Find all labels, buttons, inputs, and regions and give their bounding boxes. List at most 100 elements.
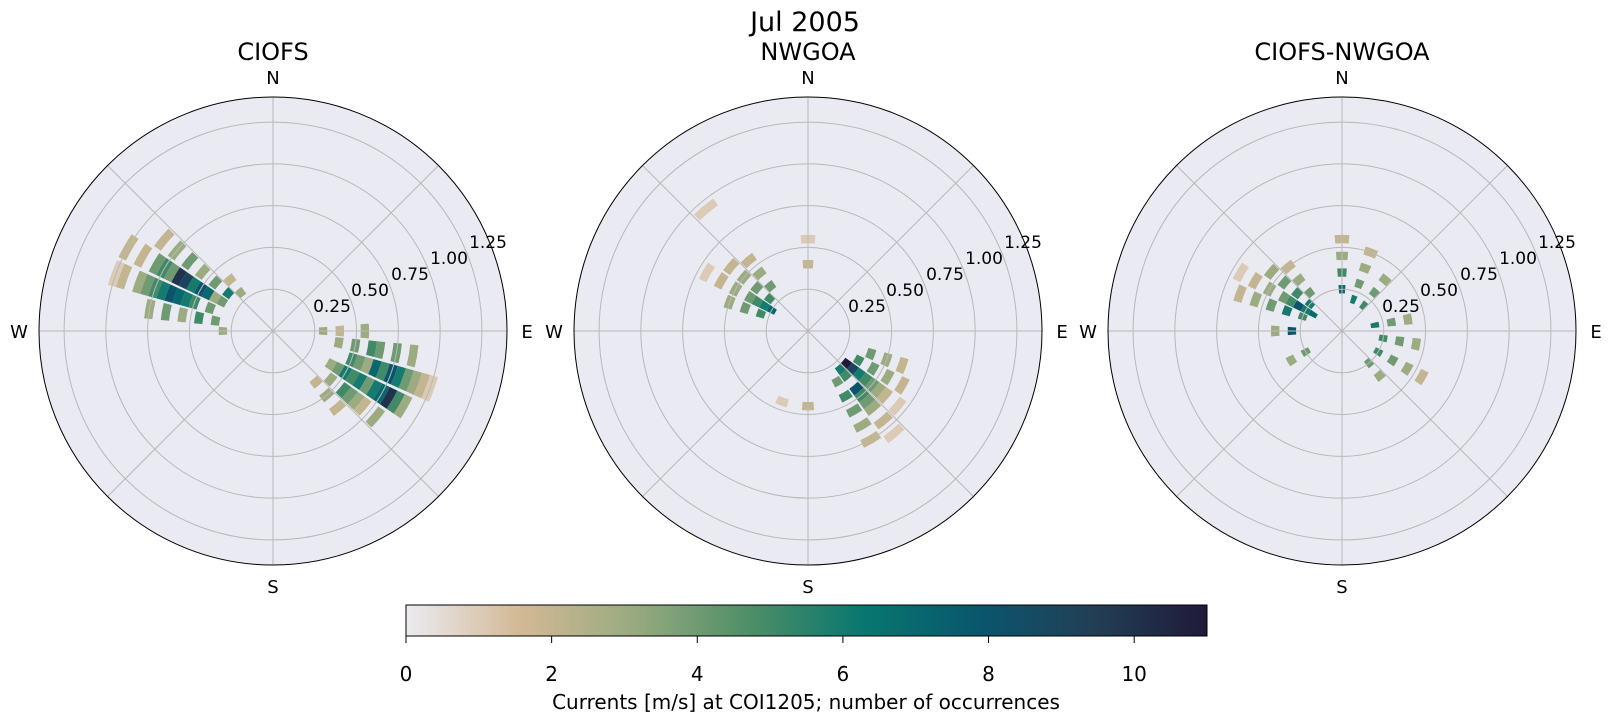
bin-cell [849, 381, 864, 396]
cardinal-s: S [802, 577, 813, 598]
bin-cell [763, 292, 776, 305]
bin-cell [132, 270, 148, 294]
colorbar-tick-label: 10 [1121, 662, 1146, 686]
angular-gridline [1341, 165, 1508, 332]
radial-tick-label: 1.00 [430, 249, 468, 269]
bin-cell [1291, 287, 1304, 300]
bin-cell [164, 284, 178, 303]
bin-cell [1378, 273, 1392, 287]
bin-cell [116, 263, 133, 290]
bin-cell [1277, 290, 1291, 304]
cardinal-w: W [10, 322, 28, 343]
bin-cell [852, 367, 866, 381]
polar-outline [1107, 96, 1577, 566]
bin-cell [379, 386, 398, 409]
bin-cell [178, 271, 194, 290]
bin-cell [352, 354, 366, 371]
cardinal-e: E [1056, 322, 1067, 343]
bin-cell [328, 399, 347, 416]
colorbar-tick-label: 2 [545, 662, 558, 686]
angular-gridline [1341, 330, 1508, 497]
bin-cell [838, 389, 853, 403]
bin-cell [368, 359, 382, 378]
figure-title: Jul 2005 [748, 7, 860, 38]
bin-cell [172, 287, 186, 306]
bin-cell [1386, 317, 1397, 327]
bin-cell [360, 356, 374, 375]
colorbar-label: Currents [m/s] at COI1205; number of occ… [552, 690, 1060, 714]
bin-cell [365, 406, 386, 428]
bin-cell [386, 390, 405, 414]
polar-bins [693, 198, 910, 448]
bin-cell [181, 252, 199, 271]
bin-cell [1354, 278, 1365, 290]
colorbar [405, 604, 1208, 637]
bin-cell [406, 370, 422, 395]
bin-cell [866, 361, 880, 376]
bin-cell [140, 274, 156, 297]
bin-cell [713, 271, 729, 290]
bin-cell [1358, 262, 1372, 274]
bin-cell [834, 363, 847, 376]
polar-grid [574, 97, 1042, 565]
bin-cell [894, 376, 910, 395]
bin-cell [888, 396, 907, 416]
bin-cell [234, 286, 247, 299]
bin-cell [1249, 291, 1263, 308]
bin-cell [1414, 368, 1429, 386]
cardinal-e: E [1590, 322, 1601, 343]
radial-tick-label: 1.00 [965, 249, 1003, 269]
bin-cell [345, 368, 360, 386]
bin-cell [1292, 273, 1306, 287]
cardinal-n: N [1335, 68, 1348, 89]
panel-ciofs: CIOFS N E S W 0.25 0.50 0.75 1.00 1.25 [10, 38, 533, 598]
angular-gridline [642, 165, 809, 332]
bin-cell [309, 375, 323, 389]
bin-cell [333, 337, 344, 349]
bin-cell [156, 280, 171, 301]
bin-cell [764, 280, 777, 293]
bin-cell [876, 386, 893, 405]
bin-cell [1308, 309, 1318, 319]
bin-cell [324, 358, 338, 372]
bin-cell [154, 228, 175, 251]
bin-cell [845, 403, 863, 418]
bin-cell [859, 393, 876, 410]
bin-cell [743, 290, 757, 304]
bin-cell [1402, 313, 1413, 325]
bin-cell [840, 357, 853, 370]
radial-tick-label: 1.25 [1538, 233, 1576, 253]
bin-cell [880, 368, 895, 386]
angular-gridline [642, 330, 809, 497]
polar-grid [1108, 97, 1576, 565]
bin-cell [858, 372, 873, 387]
bin-cell [353, 396, 372, 416]
bin-cell [352, 372, 368, 391]
bin-cell [1400, 361, 1414, 376]
bin-cell [201, 286, 215, 301]
bin-cell [194, 263, 211, 280]
bin-cell [1359, 300, 1369, 311]
bin-cell [883, 423, 905, 444]
bin-cell [398, 368, 414, 392]
bin-cell [335, 382, 352, 399]
bin-cell [1263, 263, 1280, 280]
radial-tick-label: 0.75 [1460, 265, 1498, 285]
bin-cell [359, 376, 375, 395]
bin-cell [839, 369, 852, 382]
bin-cell [751, 295, 764, 308]
bin-cell [1247, 271, 1263, 290]
bin-cell [755, 308, 767, 319]
radial-tick-label: 1.25 [1004, 233, 1042, 253]
radial-tick-label: 0.50 [886, 281, 924, 301]
bin-cell [1285, 295, 1298, 308]
bin-cell [406, 344, 419, 368]
radial-tick-label: 0.25 [1382, 297, 1420, 317]
bin-cell [1410, 337, 1422, 351]
bin-cell [1373, 369, 1386, 382]
cardinal-s: S [267, 577, 278, 598]
cardinal-w: W [1079, 322, 1097, 343]
bin-cell [752, 266, 767, 281]
bin-cell [413, 372, 430, 399]
